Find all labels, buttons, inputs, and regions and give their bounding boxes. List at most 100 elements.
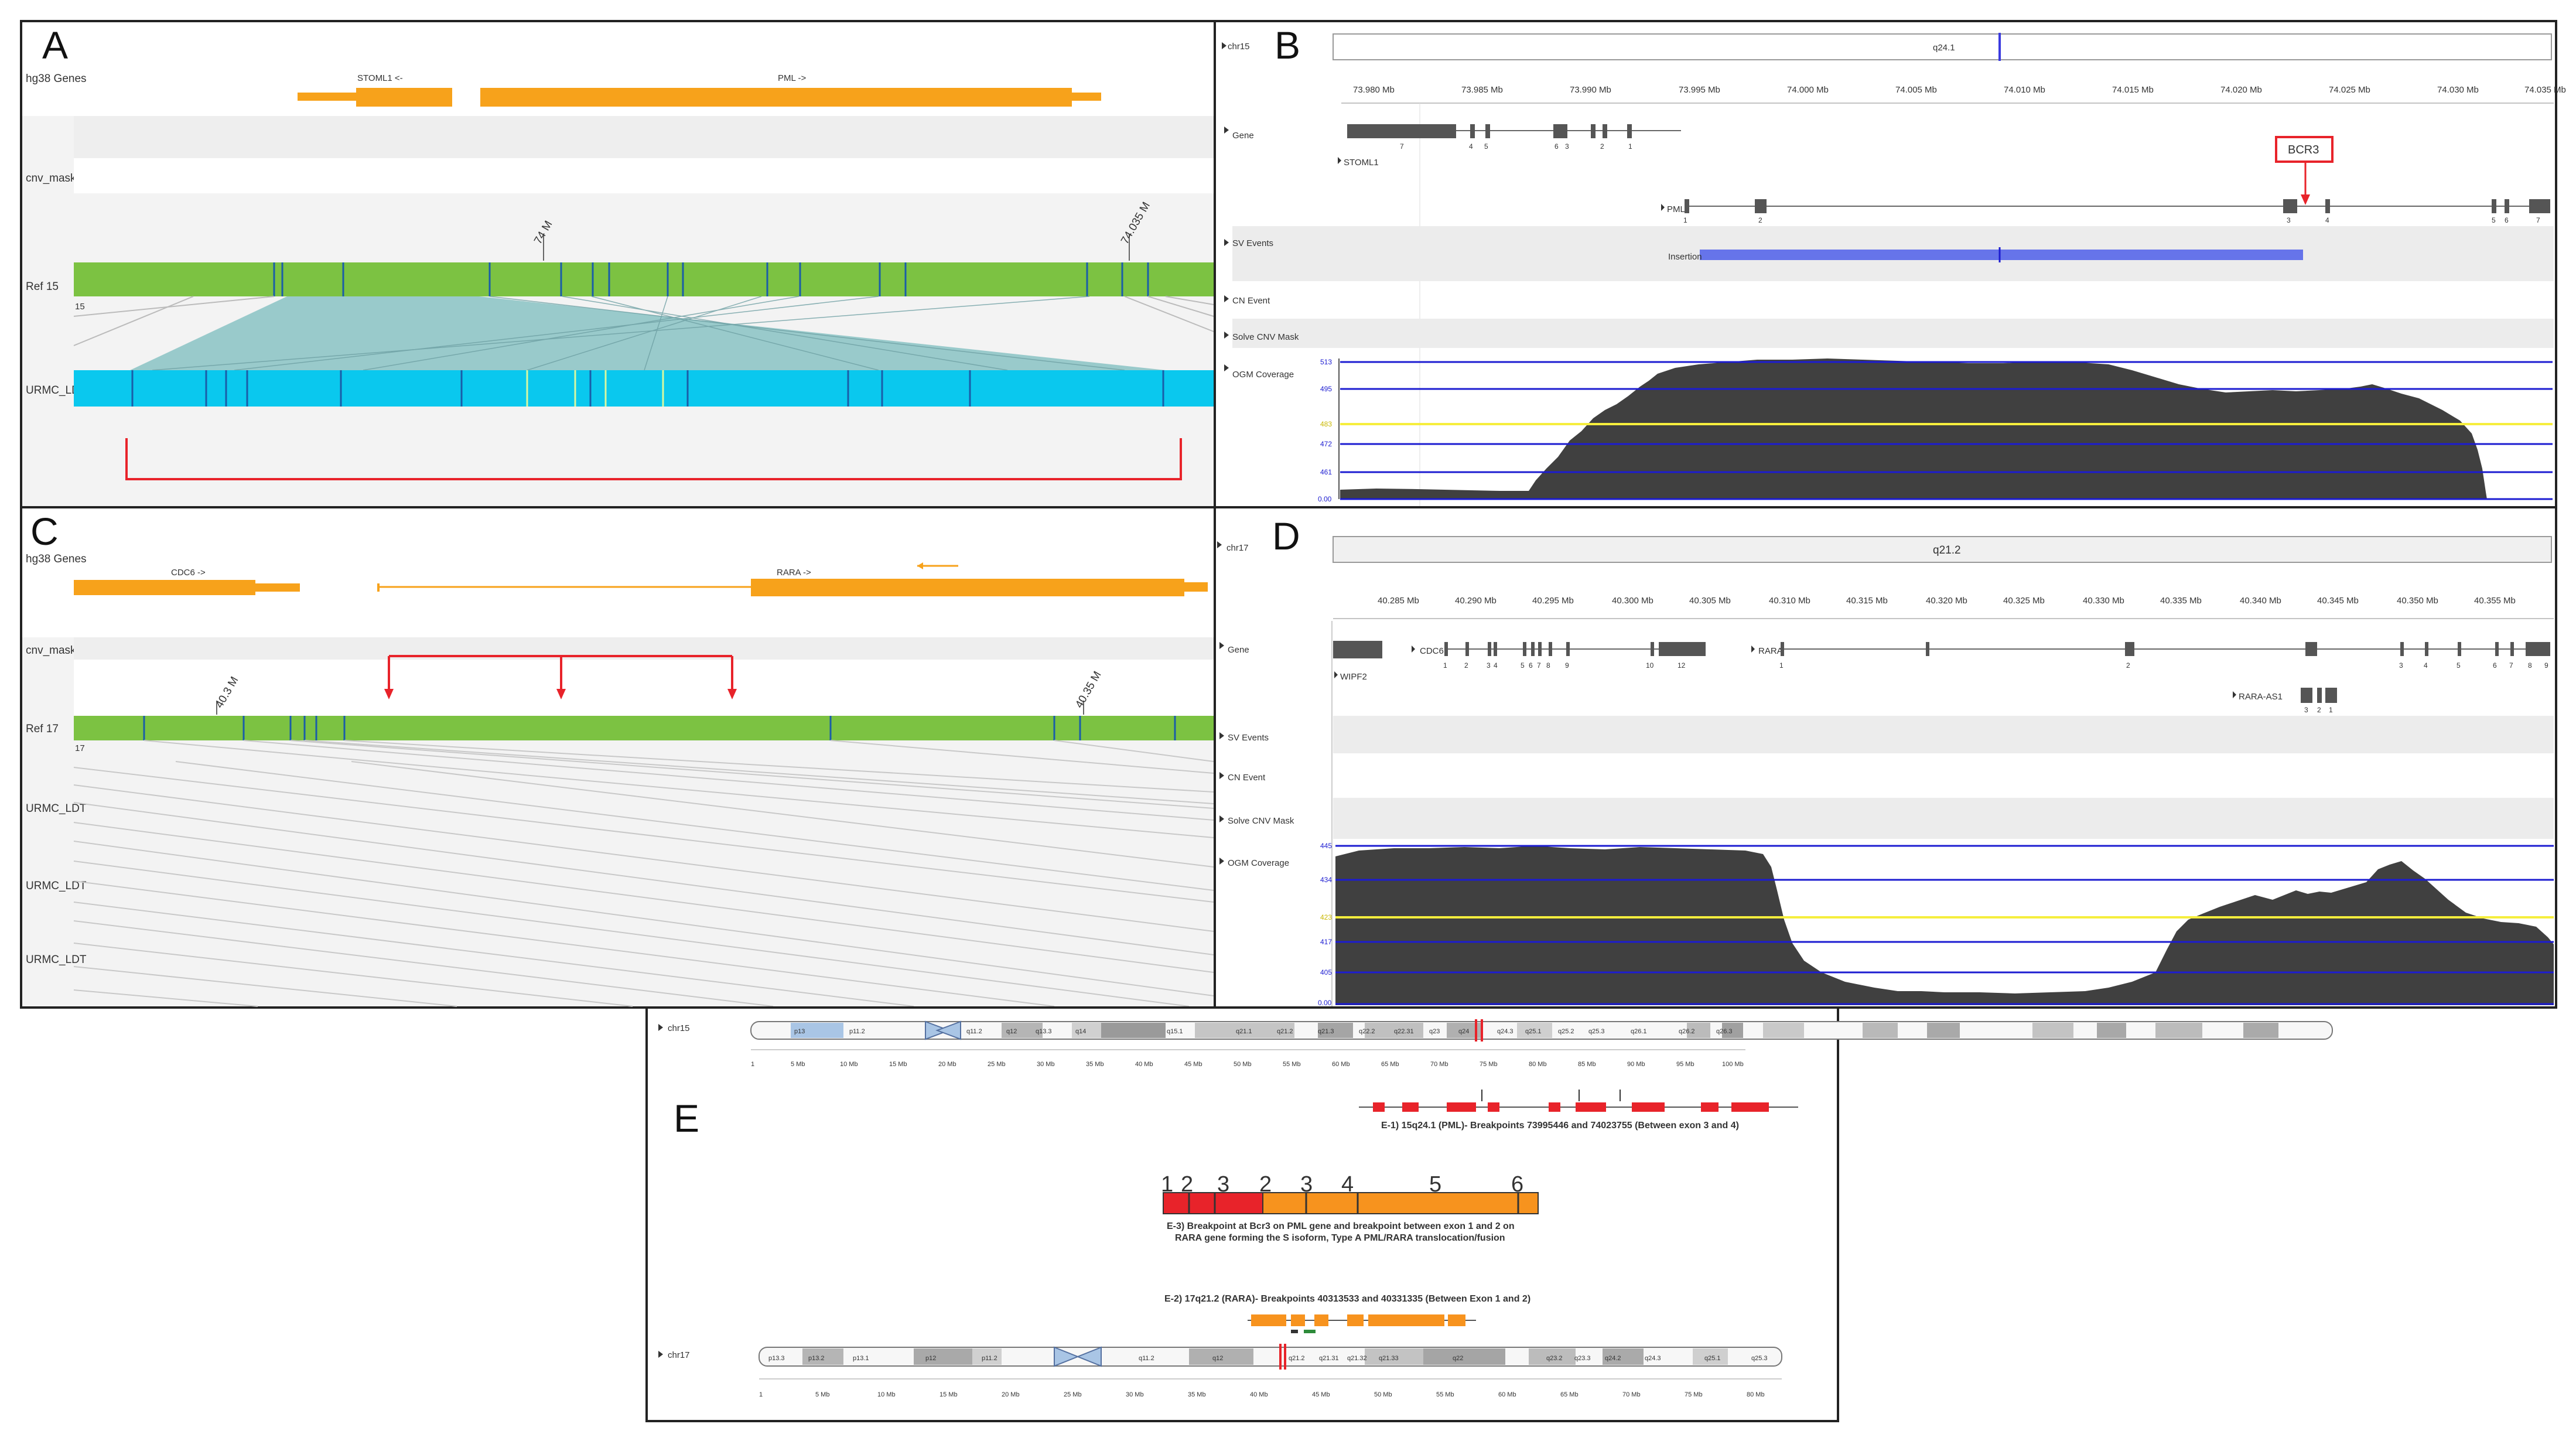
urmc-ldt-map-a (74, 370, 1214, 407)
svg-text:q22.31: q22.31 (1394, 1028, 1414, 1035)
svg-text:75 Mb: 75 Mb (1480, 1061, 1498, 1068)
track-label-urmc-ldt-c1: URMC_LDT (26, 803, 87, 815)
svg-text:40.300 Mb: 40.300 Mb (1612, 596, 1653, 606)
svg-text:50 Mb: 50 Mb (1374, 1391, 1392, 1398)
chr17-ideogram (759, 1344, 1782, 1370)
gene-rara-c (377, 579, 1208, 596)
svg-text:5: 5 (1429, 1172, 1441, 1197)
svg-text:74.025 Mb: 74.025 Mb (2329, 85, 2370, 95)
svg-text:2: 2 (2126, 661, 2130, 670)
svg-text:q15.1: q15.1 (1167, 1028, 1183, 1035)
svg-text:q22: q22 (1453, 1355, 1463, 1362)
svg-text:40.290 Mb: 40.290 Mb (1455, 596, 1497, 606)
svg-text:q24.3: q24.3 (1645, 1355, 1661, 1362)
svg-text:3: 3 (1300, 1172, 1313, 1197)
svg-text:20 Mb: 20 Mb (938, 1061, 956, 1068)
svg-text:2: 2 (1600, 142, 1604, 151)
svg-text:70 Mb: 70 Mb (1430, 1061, 1448, 1068)
svg-text:6: 6 (1529, 661, 1533, 670)
svg-text:p11.2: p11.2 (982, 1355, 997, 1362)
track-label-hg38-genes-c: hg38 Genes (26, 553, 87, 565)
band-label-d: q21.2 (1933, 544, 1961, 556)
svg-text:p13.1: p13.1 (853, 1355, 869, 1362)
svg-text:9: 9 (1565, 661, 1569, 670)
svg-text:74.005 Mb: 74.005 Mb (1895, 85, 1937, 95)
svg-text:q22.2: q22.2 (1359, 1028, 1375, 1035)
breakpoint-markers (384, 655, 737, 699)
gene-rara-as1-d: 3 2 1 (2301, 688, 2337, 714)
svg-text:483: 483 (1320, 420, 1332, 428)
insertion-bracket (125, 438, 1182, 480)
gene-rara-d (1781, 642, 2550, 656)
gene-stoml1-b (1347, 124, 1681, 138)
cdc6-exon-numbers: 1 2 3 4 5 6 7 8 9 10 12 (1443, 661, 1686, 670)
bcr3-label: BCR3 (2288, 144, 2319, 156)
svg-text:45 Mb: 45 Mb (1184, 1061, 1202, 1068)
track-label-cn-event-d: CN Event (1228, 773, 1266, 783)
chr15-scale: 1 5 Mb 10 Mb 15 Mb 20 Mb 25 Mb 30 Mb 35 … (751, 1049, 1745, 1068)
svg-text:3: 3 (1487, 661, 1491, 670)
svg-text:2: 2 (1758, 216, 1762, 224)
svg-text:q21.31: q21.31 (1319, 1355, 1339, 1362)
svg-text:70 Mb: 70 Mb (1622, 1391, 1641, 1398)
svg-text:2: 2 (1464, 661, 1468, 670)
svg-text:p11.2: p11.2 (849, 1028, 865, 1035)
svg-text:55 Mb: 55 Mb (1283, 1061, 1301, 1068)
svg-text:q12: q12 (1212, 1355, 1223, 1362)
svg-text:q23.3: q23.3 (1574, 1355, 1591, 1362)
svg-text:7: 7 (1400, 142, 1404, 151)
track-label-cnv-maskb-c: cnv_maskb (26, 644, 82, 657)
panel-letter-b: B (1275, 23, 1300, 67)
ruler-b: 73.980 Mb 73.985 Mb 73.990 Mb 73.995 Mb … (1341, 85, 2566, 104)
svg-text:73.995 Mb: 73.995 Mb (1679, 85, 1720, 95)
svg-text:3: 3 (1217, 1172, 1229, 1197)
svg-text:60 Mb: 60 Mb (1498, 1391, 1516, 1398)
svg-text:74.010 Mb: 74.010 Mb (2004, 85, 2045, 95)
svg-text:40.305 Mb: 40.305 Mb (1689, 596, 1731, 606)
track-label-sv-events-b: SV Events (1232, 238, 1273, 248)
panel-c: C hg38 Genes cnv_maskb Ref 17 URMC_LDT U… (20, 506, 1216, 1009)
gene-label-stoml1-b: STOML1 (1344, 158, 1379, 168)
svg-text:3: 3 (2399, 661, 2403, 670)
svg-text:3: 3 (2304, 706, 2308, 714)
svg-text:40 Mb: 40 Mb (1250, 1391, 1268, 1398)
svg-text:73.985 Mb: 73.985 Mb (1461, 85, 1503, 95)
svg-text:1: 1 (1443, 661, 1447, 670)
svg-text:417: 417 (1320, 938, 1332, 946)
svg-text:40.350 Mb: 40.350 Mb (2397, 596, 2438, 606)
svg-text:40.285 Mb: 40.285 Mb (1378, 596, 1419, 606)
svg-text:5: 5 (2457, 661, 2461, 670)
svg-text:40.340 Mb: 40.340 Mb (2240, 596, 2281, 606)
alignment-lines-c (73, 740, 1214, 1007)
panel-letter-e: E (674, 1097, 699, 1140)
svg-text:1: 1 (1161, 1172, 1173, 1197)
svg-text:10 Mb: 10 Mb (877, 1391, 896, 1398)
svg-text:1: 1 (2329, 706, 2333, 714)
gene-label-pml-b: PML (1667, 204, 1685, 214)
gene-label-pml: PML -> (778, 73, 806, 83)
svg-text:40.320 Mb: 40.320 Mb (1926, 596, 1967, 606)
stoml1-exon-numbers: 7 4 5 6 3 2 1 (1400, 142, 1632, 151)
svg-text:10 Mb: 10 Mb (840, 1061, 858, 1068)
svg-text:q24: q24 (1458, 1028, 1469, 1035)
svg-text:65 Mb: 65 Mb (1381, 1061, 1399, 1068)
caption-e1: E-1) 15q24.1 (PML)- Breakpoints 73995446… (1381, 1121, 1739, 1131)
track-label-sv-events-d: SV Events (1228, 733, 1269, 743)
svg-text:1: 1 (751, 1061, 754, 1068)
svg-text:q24.3: q24.3 (1497, 1028, 1514, 1035)
svg-text:p12: p12 (925, 1355, 936, 1362)
svg-text:20 Mb: 20 Mb (1002, 1391, 1020, 1398)
svg-text:q25.1: q25.1 (1525, 1028, 1542, 1035)
svg-text:74.020 Mb: 74.020 Mb (2220, 85, 2262, 95)
svg-text:q13.3: q13.3 (1036, 1028, 1052, 1035)
chr15-label: chr15 (668, 1023, 690, 1033)
svg-text:8: 8 (1546, 661, 1550, 670)
chr17-label: chr17 (668, 1350, 690, 1360)
svg-text:q21.2: q21.2 (1277, 1028, 1293, 1035)
gene-stoml1-a (298, 88, 452, 107)
gene-label-rara-d: RARA (1758, 646, 1783, 656)
caption-e2: E-2) 17q21.2 (RARA)- Breakpoints 4031353… (1164, 1294, 1530, 1304)
svg-text:495: 495 (1320, 385, 1332, 393)
svg-text:40.310 Mb: 40.310 Mb (1769, 596, 1810, 606)
svg-text:74.035 Mb: 74.035 Mb (2524, 85, 2566, 95)
